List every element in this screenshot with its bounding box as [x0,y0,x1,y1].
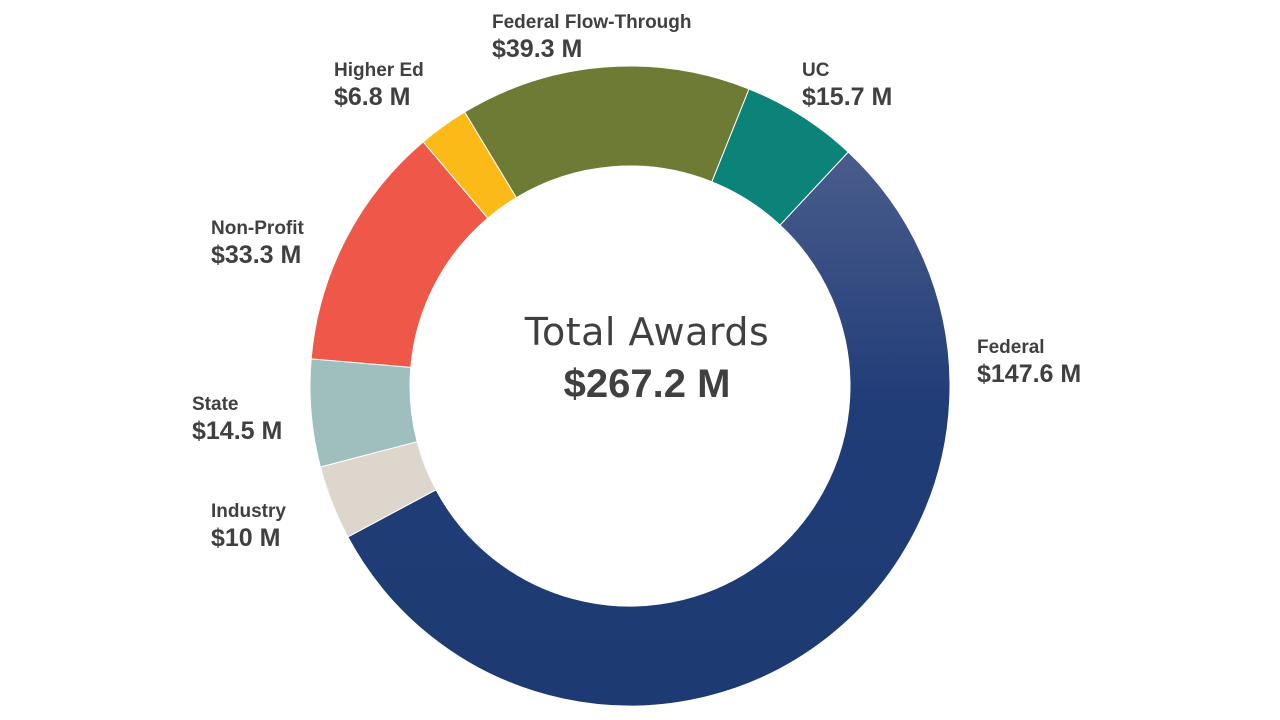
label-federal: Federal $147.6 M [977,337,1081,389]
label-non-profit: Non-Profit $33.3 M [211,218,304,270]
label-federal-value: $147.6 M [977,360,1082,388]
label-industry-value: $10 M [211,524,281,552]
label-non-profit-name: Non-Profit [211,218,304,239]
center-total-value: $267.2 M [563,362,731,406]
label-federal-flow-through: Federal Flow-Through $39.3 M [492,12,692,64]
label-state-value: $14.5 M [192,417,283,445]
slice-federal [347,151,951,707]
label-federal-flow-through-value: $39.3 M [492,35,583,63]
label-non-profit-value: $33.3 M [211,241,302,269]
label-higher-ed: Higher Ed $6.8 M [334,60,424,112]
label-uc: UC $15.7 M [802,60,892,112]
label-state: State $14.5 M [192,394,282,446]
slice-uc [711,88,849,226]
label-higher-ed-value: $6.8 M [334,83,411,111]
center-title: Total Awards [524,310,770,354]
label-state-name: State [192,394,239,415]
label-federal-name: Federal [977,337,1045,358]
label-industry: Industry $10 M [211,501,286,553]
slice-federal-flow-through [464,65,750,199]
label-uc-name: UC [802,60,830,81]
label-industry-name: Industry [211,501,286,522]
label-higher-ed-name: Higher Ed [334,60,424,81]
label-federal-flow-through-name: Federal Flow-Through [492,12,692,33]
label-uc-value: $15.7 M [802,83,893,111]
